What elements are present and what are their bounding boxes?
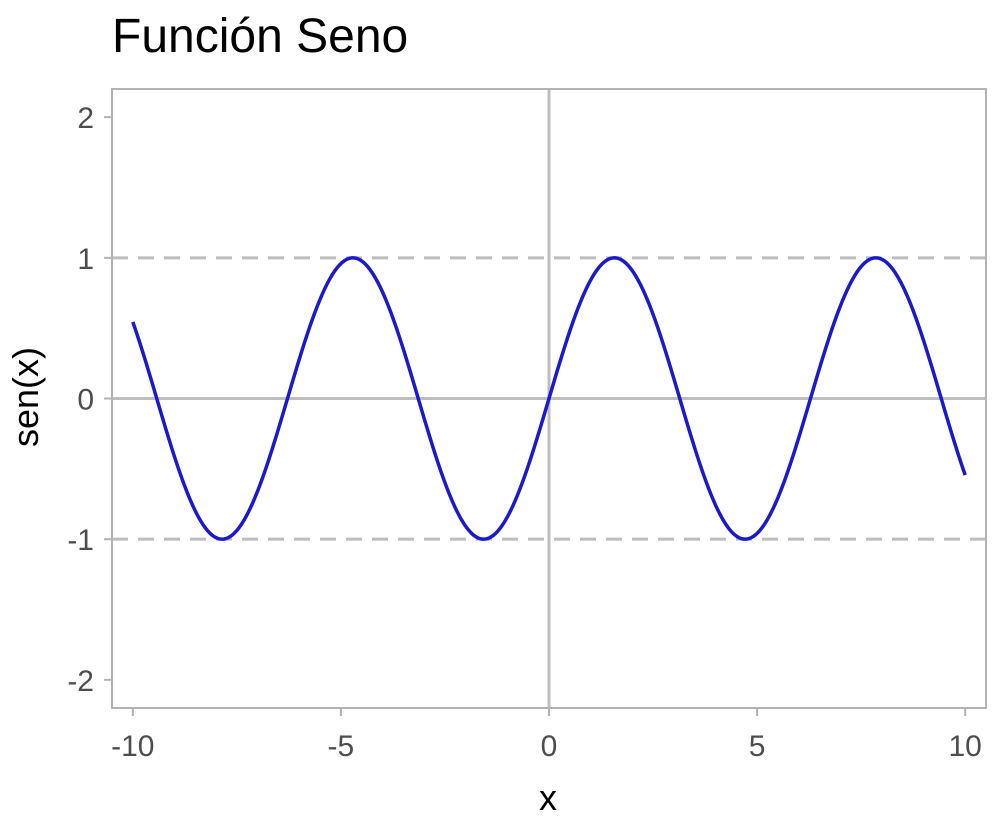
y-tick-label-0: -2 — [67, 665, 94, 698]
x-tick-label-0: -10 — [111, 730, 154, 763]
x-tick-label-2: 0 — [541, 730, 558, 763]
chart-title: Función Seno — [112, 10, 408, 63]
y-tick-label-2: 0 — [77, 384, 94, 417]
x-tick-label-1: -5 — [328, 730, 355, 763]
y-tick-label-1: -1 — [67, 524, 94, 557]
x-tick-label-4: 10 — [949, 730, 982, 763]
x-tick-label-3: 5 — [749, 730, 766, 763]
sine-series-line-0 — [131, 256, 967, 541]
y-tick-label-4: 2 — [77, 102, 94, 135]
x-axis-label: x — [539, 777, 557, 818]
y-axis-label: sen(x) — [5, 347, 46, 447]
y-tick-label-3: 1 — [77, 243, 94, 276]
